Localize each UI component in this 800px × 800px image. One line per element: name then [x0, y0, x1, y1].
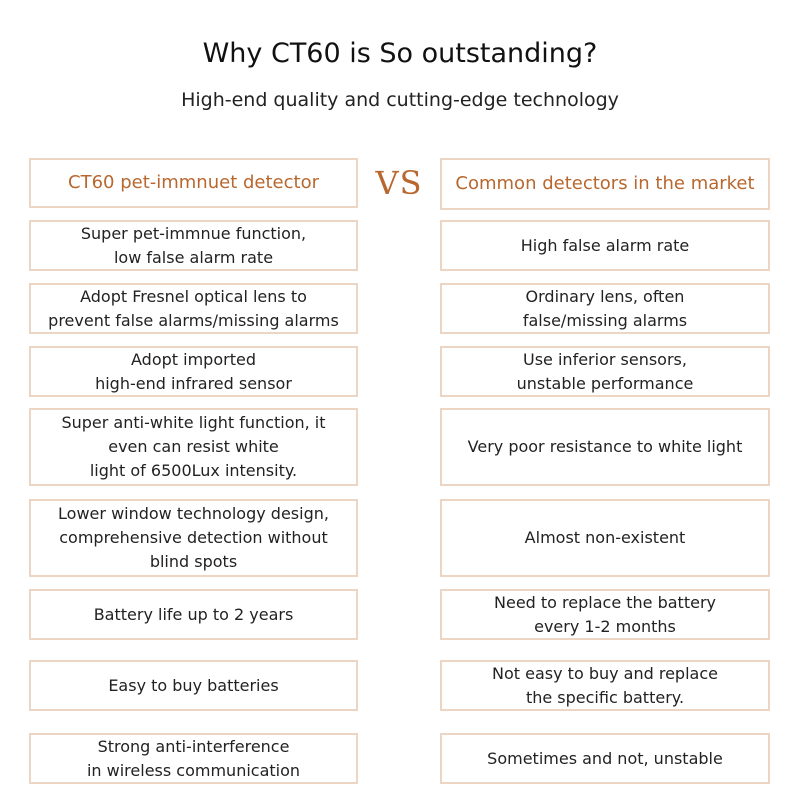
ct60-feature-fresnel-lens: Adopt Fresnel optical lens to prevent fa…	[29, 283, 358, 334]
ct60-feature-battery-life: Battery life up to 2 years	[29, 589, 358, 640]
page-title: Why CT60 is So outstanding?	[202, 38, 598, 69]
common-feature-battery-replace: Need to replace the battery every 1-2 mo…	[440, 589, 770, 640]
right-column-header: Common detectors in the market	[440, 158, 770, 210]
common-feature-lower-window: Almost non-existent	[440, 499, 770, 577]
common-feature-white-light: Very poor resistance to white light	[440, 408, 770, 486]
ct60-feature-pet-immune: Super pet-immnue function, low false ala…	[29, 220, 358, 271]
common-feature-ordinary-lens: Ordinary lens, often false/missing alarm…	[440, 283, 770, 334]
page-subtitle: High-end quality and cutting-edge techno…	[181, 89, 619, 111]
common-feature-specific-battery: Not easy to buy and replace the specific…	[440, 660, 770, 711]
ct60-feature-easy-batteries: Easy to buy batteries	[29, 660, 358, 711]
ct60-feature-anti-interference: Strong anti-interference in wireless com…	[29, 733, 358, 784]
ct60-feature-infrared-sensor: Adopt imported high-end infrared sensor	[29, 346, 358, 397]
common-feature-inferior-sensor: Use inferior sensors, unstable performan…	[440, 346, 770, 397]
vs-label: VS	[375, 164, 423, 202]
left-column-header: CT60 pet-immnuet detector	[29, 158, 358, 208]
common-feature-false-alarm: High false alarm rate	[440, 220, 770, 271]
common-feature-unstable: Sometimes and not, unstable	[440, 733, 770, 784]
ct60-feature-lower-window: Lower window technology design, comprehe…	[29, 499, 358, 577]
ct60-feature-white-light: Super anti-white light function, it even…	[29, 408, 358, 486]
